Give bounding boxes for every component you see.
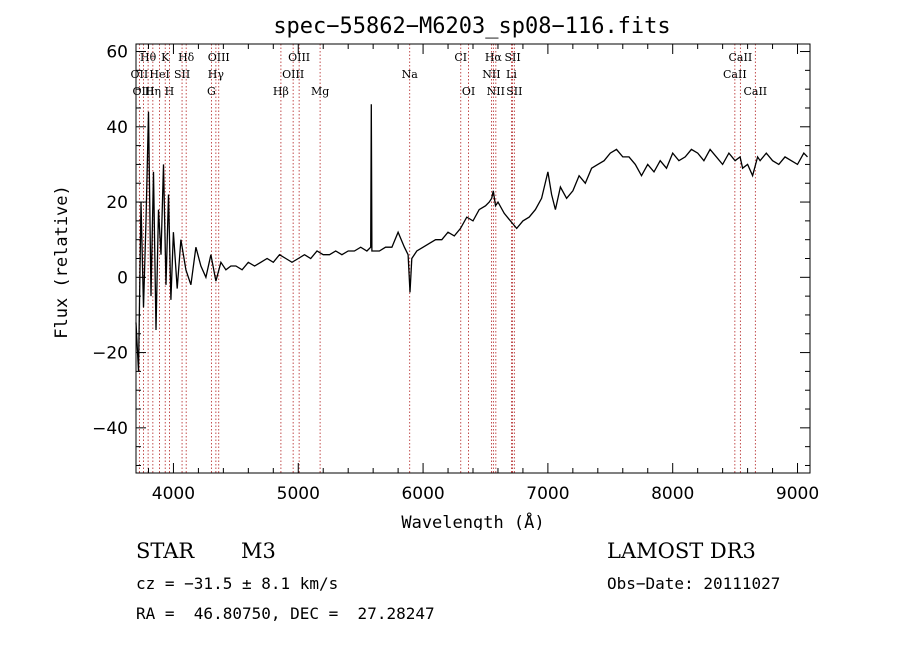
line-label: CaII (723, 68, 747, 81)
line-label: Hθ (140, 51, 157, 64)
x-axis-label: Wavelength (Å) (401, 511, 544, 530)
line-label: SII (504, 51, 520, 64)
line-label: NII (482, 68, 500, 81)
spectrum-chart: spec−55862−M6203_sp08−116.fits Hθ K Hδ OIII… (52, 14, 819, 530)
axis-ticks (136, 44, 810, 473)
line-label: NII (487, 85, 505, 98)
line-label: Hβ (273, 85, 289, 98)
object-class: STAR (136, 539, 195, 563)
y-tick-label: 40 (106, 118, 128, 138)
x-tick-label: 6000 (401, 484, 444, 504)
line-label: Na (402, 68, 419, 81)
line-label: K (161, 51, 170, 64)
line-label: CaII (743, 85, 767, 98)
line-label: Li (506, 68, 517, 81)
line-label: H (165, 85, 175, 98)
x-tick-label: 7000 (526, 484, 569, 504)
sky-coordinates: RA = 46.80750, DEC = 27.28247 (136, 604, 435, 623)
line-label: HeI (149, 68, 169, 81)
redshift-velocity: cz = −31.5 ± 8.1 km/s (136, 574, 339, 593)
line-label: Hα (485, 51, 503, 64)
plot-frame (135, 43, 811, 474)
line-label: CI (454, 51, 467, 64)
survey-name: LAMOST DR3 (607, 539, 756, 563)
y-tick-label: 0 (117, 268, 128, 288)
x-tick-label: 9000 (776, 484, 819, 504)
line-label: OI (462, 85, 475, 98)
line-label: OIII (208, 51, 230, 64)
line-label: Hδ (178, 51, 195, 64)
spectral-line-markers (138, 44, 756, 473)
line-label: Hη (145, 85, 161, 98)
line-label: OIII (288, 51, 310, 64)
axis-tick-labels: 4000 5000 6000 7000 8000 9000 −40 −20 0 20 40 60 (92, 43, 819, 504)
chart-title: spec−55862−M6203_sp08−116.fits (273, 14, 670, 39)
x-tick-label: 5000 (277, 484, 320, 504)
observation-date: Obs−Date: 20111027 (607, 574, 781, 593)
object-subclass: M3 (241, 539, 276, 563)
line-label: G (207, 85, 216, 98)
line-label: SII (506, 85, 522, 98)
line-label: Hγ (208, 68, 225, 81)
y-axis-label: Flux (relative) (52, 185, 72, 339)
line-label: OIII (132, 85, 154, 98)
line-label: OIII (282, 68, 304, 81)
x-tick-label: 8000 (651, 484, 694, 504)
line-label: CaII (729, 51, 753, 64)
line-label: OII (131, 68, 149, 81)
line-label: Mg (311, 85, 329, 98)
y-tick-label: −40 (92, 419, 128, 439)
x-tick-label: 4000 (152, 484, 195, 504)
y-tick-label: 60 (106, 43, 128, 63)
y-tick-label: 20 (106, 193, 128, 213)
y-tick-label: −20 (92, 344, 128, 364)
line-label: SII (174, 68, 190, 81)
spectrum-series-line (135, 104, 808, 372)
